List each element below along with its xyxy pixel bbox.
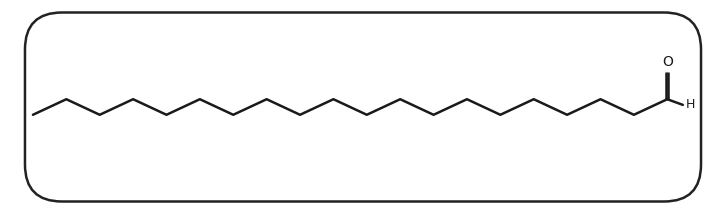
Text: O: O — [662, 55, 673, 69]
Text: H: H — [686, 98, 696, 111]
